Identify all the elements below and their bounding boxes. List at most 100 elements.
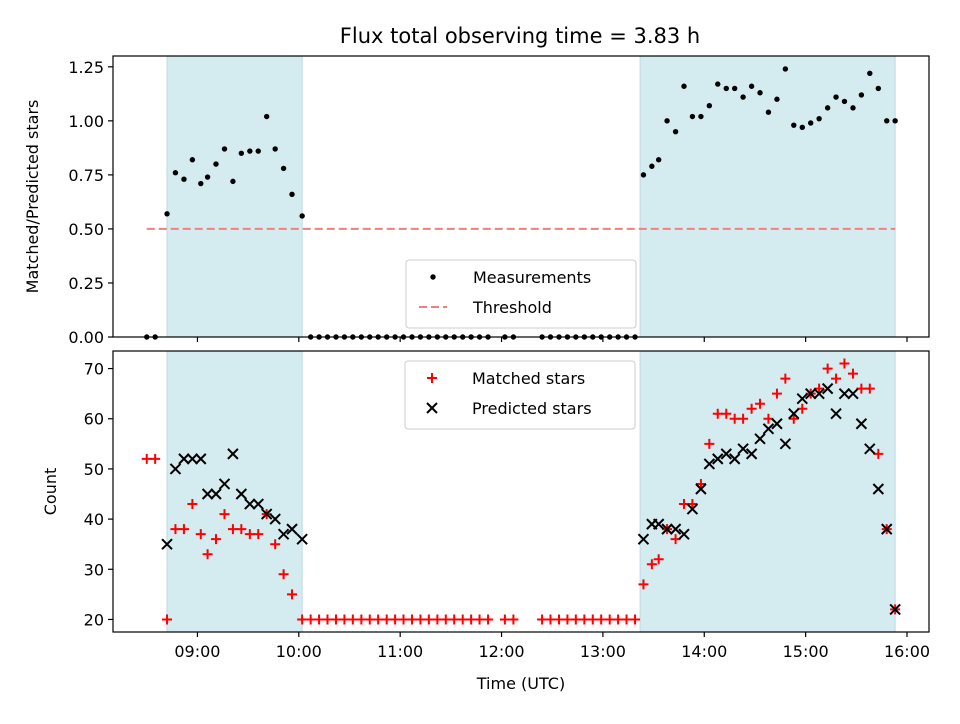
- matched-stars-point: [364, 614, 375, 625]
- legend-label: Predicted stars: [472, 399, 592, 418]
- matched-stars-point: [729, 413, 740, 424]
- predicted-stars-point: [678, 528, 690, 540]
- predicted-stars-point: [737, 443, 749, 455]
- x-tick-label: 12:00: [478, 642, 524, 661]
- measurement-point: [255, 148, 261, 154]
- matched-stars-point: [347, 614, 358, 625]
- y-tick-label: 30: [84, 560, 104, 579]
- measurement-point: [841, 98, 848, 105]
- measurement-point: [884, 118, 890, 124]
- predicted-stars-point: [804, 387, 817, 400]
- matched-stars-point: [407, 614, 418, 625]
- matched-stars-point: [780, 373, 791, 384]
- measurement-point: [892, 118, 898, 124]
- x-tick-label: 13:00: [580, 642, 626, 661]
- predicted-stars-point: [821, 382, 834, 395]
- measurement-point: [867, 70, 873, 76]
- shaded-interval-2: [639, 350, 896, 633]
- predicted-stars-point: [864, 443, 876, 455]
- measurement-point: [164, 211, 170, 217]
- predicted-stars-point: [169, 463, 182, 475]
- predicted-stars-point: [235, 488, 248, 500]
- predicted-stars-point: [252, 498, 264, 510]
- measurement-point: [765, 109, 772, 115]
- y-tick-label: 0.00: [68, 328, 104, 347]
- y-tick-label: 0.25: [68, 274, 104, 293]
- predicted-stars-point: [661, 523, 673, 535]
- matched-stars-point: [457, 614, 468, 625]
- predicted-stars-point: [830, 408, 842, 420]
- predicted-stars-point: [796, 392, 808, 405]
- matched-stars-point: [202, 549, 213, 560]
- predicted-stars-point: [186, 453, 199, 465]
- x-tick-label: 16:00: [884, 642, 930, 661]
- matched-stars-point: [440, 614, 451, 625]
- predicted-stars-point: [286, 523, 298, 535]
- measurement-point: [189, 157, 196, 163]
- measurement-point: [774, 96, 780, 102]
- measurement-point: [740, 94, 746, 100]
- predicted-stars-point: [754, 433, 766, 445]
- matched-stars-point: [570, 614, 581, 625]
- y-tick-label: 70: [84, 360, 104, 379]
- matched-stars-point: [755, 398, 766, 409]
- measurement-point: [172, 170, 179, 176]
- matched-stars-point: [432, 614, 443, 625]
- x-axis-label: Time (UTC): [476, 674, 565, 693]
- matched-stars-point: [653, 554, 664, 565]
- matched-stars-point: [670, 534, 681, 545]
- matched-stars-point: [604, 614, 615, 625]
- predicted-stars-point: [762, 423, 775, 435]
- top-panel: 0.00 0.25 0.50 0.75 1.00 1.25 Matched/Predicte…: [23, 55, 930, 347]
- matched-stars-point: [771, 388, 782, 399]
- matched-stars-point: [712, 408, 723, 419]
- y-tick-label: 60: [84, 410, 104, 429]
- measurement-point: [640, 172, 647, 178]
- x-tick-label: 11:00: [377, 642, 423, 661]
- predicted-stars-point: [838, 387, 851, 400]
- series-x: [161, 382, 901, 616]
- shaded-interval-2: [639, 55, 896, 338]
- measurement-point: [221, 146, 228, 152]
- matched-stars-point: [864, 383, 875, 394]
- matched-stars-point: [373, 614, 384, 625]
- matched-stars-point: [822, 363, 833, 374]
- measurement-point: [672, 128, 679, 135]
- predicted-stars-point: [813, 387, 825, 400]
- measurement-point: [799, 124, 805, 131]
- predicted-stars-point: [201, 488, 214, 500]
- matched-stars-point: [270, 539, 281, 550]
- matched-stars-point: [621, 614, 632, 625]
- matched-stars-point: [814, 383, 825, 394]
- matched-stars-point: [638, 579, 649, 590]
- y-tick-label: 1.00: [68, 112, 104, 131]
- measurement-point: [204, 174, 211, 180]
- bottom-panel: 20 30 40 50 60 70 09:00 10:00 11:00 12:00 13:00 14:…: [41, 350, 930, 693]
- matched-stars-point: [227, 524, 238, 535]
- matched-stars-point: [508, 614, 519, 625]
- matched-stars-point: [847, 368, 858, 379]
- predicted-stars-point: [889, 603, 901, 616]
- measurement-point: [748, 83, 755, 89]
- y-tick-label: 50: [84, 460, 104, 479]
- series-dot: [144, 66, 898, 340]
- y-tick-label: 0.75: [68, 166, 104, 185]
- matched-stars-point: [474, 614, 485, 625]
- measurement-point: [698, 113, 704, 120]
- measurement-point: [824, 105, 831, 111]
- predicted-stars-point: [244, 498, 256, 510]
- matched-stars-point: [678, 499, 689, 510]
- matched-stars-point: [423, 614, 434, 625]
- matched-stars-point: [305, 614, 316, 625]
- y-tick-label: 20: [84, 610, 104, 629]
- predicted-stars-point: [855, 418, 868, 430]
- shaded-interval-1: [166, 55, 303, 338]
- matched-stars-point: [187, 499, 198, 510]
- matched-stars-point: [390, 614, 401, 625]
- matched-stars-point: [278, 569, 289, 580]
- measurement-point: [213, 161, 219, 167]
- matched-stars-point: [449, 614, 460, 625]
- predicted-stars-point: [218, 478, 231, 490]
- predicted-stars-point: [296, 533, 308, 545]
